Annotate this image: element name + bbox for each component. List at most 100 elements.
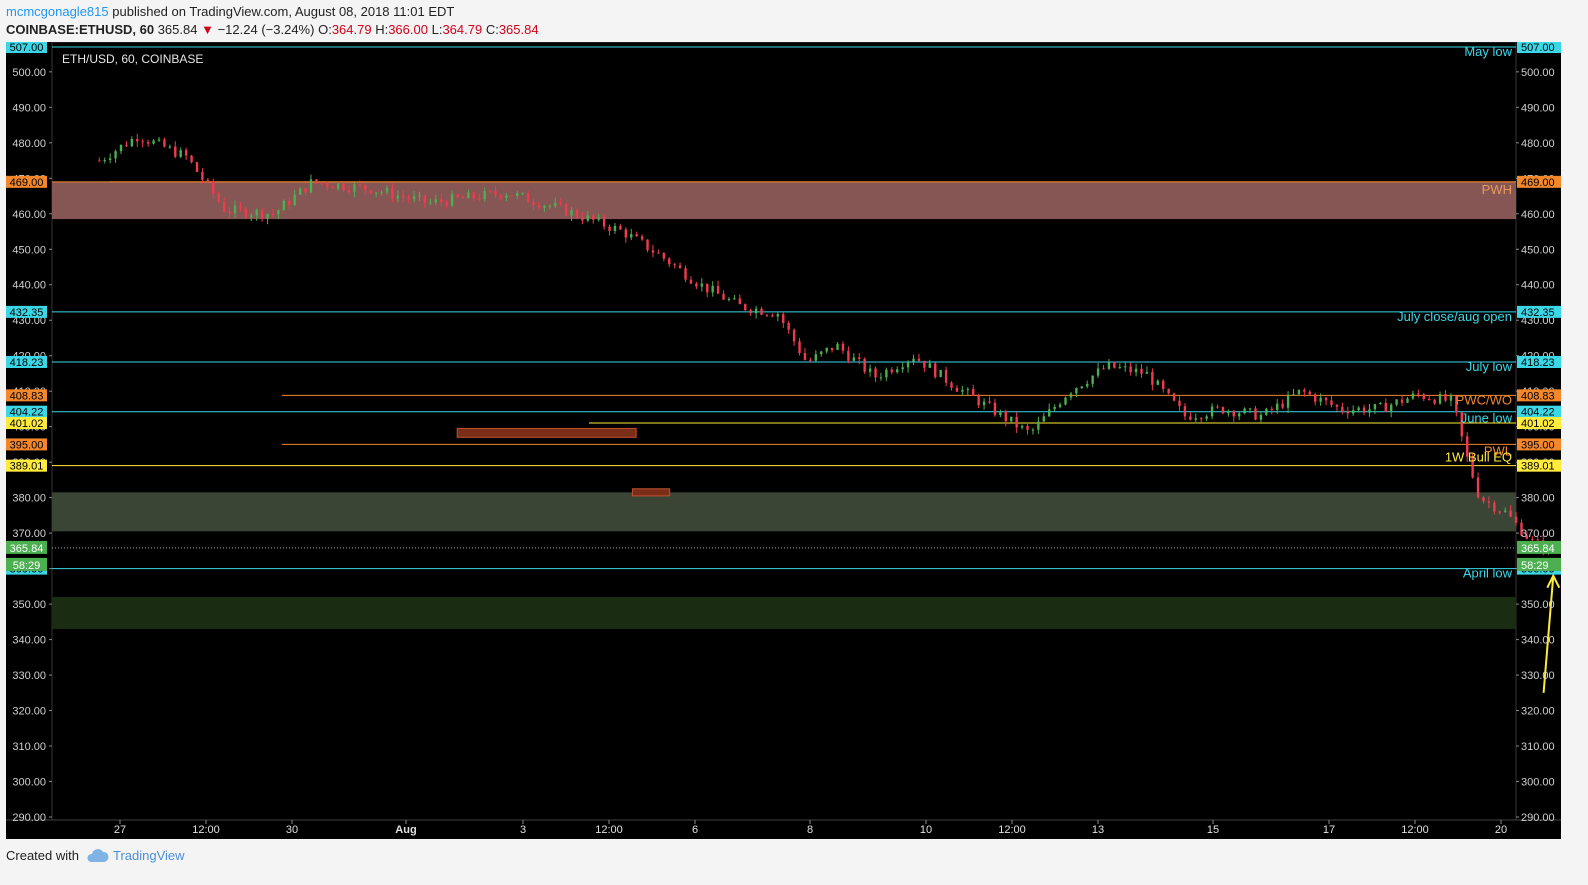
candle-body <box>754 308 758 314</box>
candle-body <box>896 369 899 373</box>
candle-body <box>190 155 193 163</box>
candle-body <box>733 298 736 300</box>
open-label: O: <box>318 22 332 37</box>
chart-area[interactable]: ETH/USD, 60, COINBASE 500.00 500.00 490.00 4… <box>6 41 1561 839</box>
candle-body <box>402 195 405 198</box>
author-link[interactable]: mcmcgonagle815 <box>6 4 109 19</box>
candle-body <box>478 198 481 200</box>
candle-body <box>472 192 476 199</box>
candle-body <box>722 293 725 300</box>
candle-body <box>418 195 421 197</box>
candle-body <box>212 181 215 194</box>
candle-body <box>966 388 970 390</box>
candle-body <box>613 225 617 231</box>
candle-body <box>1504 510 1507 512</box>
price-tag-left-label-7: 395.00 <box>10 439 44 451</box>
candle-body <box>304 188 307 193</box>
candle-body <box>1031 429 1035 431</box>
annotation-arrow-head <box>1546 573 1561 589</box>
price-change: −12.24 (−3.24%) <box>217 22 315 37</box>
candle-body <box>977 395 980 406</box>
candle-body <box>1107 361 1111 369</box>
zone-0 <box>52 181 1516 220</box>
y-tick-left-7: 430.00 <box>12 315 46 327</box>
y-tick-left-17: 330.00 <box>12 670 46 682</box>
candle-body <box>429 202 432 204</box>
candle-body <box>1362 407 1366 413</box>
price-tag-right-label-1: 469.00 <box>1521 177 1555 189</box>
candle-body <box>1080 386 1083 389</box>
y-tick-left-6: 440.00 <box>12 280 46 292</box>
candle-body <box>179 150 182 157</box>
candle-body <box>765 314 769 316</box>
candle-body <box>830 347 834 350</box>
candle-body <box>1232 410 1235 417</box>
candle-body <box>108 158 112 160</box>
price-tag-left-8 <box>6 459 47 472</box>
candle-body <box>217 193 220 202</box>
candle-body <box>1129 366 1132 373</box>
x-tick-10: 13 <box>1092 824 1104 836</box>
candle-body <box>1346 411 1349 414</box>
price-tag-right-4 <box>1517 389 1561 402</box>
candle-body <box>1216 406 1219 408</box>
candle-body <box>999 411 1002 416</box>
candle-body <box>1384 402 1387 412</box>
price-tag-left-5 <box>6 405 47 418</box>
candle-body <box>168 146 172 148</box>
candle-body <box>326 183 329 187</box>
candle-body <box>727 299 731 301</box>
y-tick-right-12: 380.00 <box>1521 493 1555 505</box>
price-tag-right-1 <box>1517 175 1561 188</box>
candle-body <box>146 142 150 144</box>
candle-body <box>516 193 519 197</box>
candle-body <box>602 217 606 227</box>
price-tag-right-label-8: 389.01 <box>1521 461 1555 473</box>
candle-body <box>315 179 318 183</box>
price-tag-left-7 <box>6 438 47 451</box>
publish-line: mcmcgonagle815 published on TradingView.… <box>6 4 454 19</box>
high-label: H: <box>375 22 389 37</box>
candle-body <box>1292 394 1295 396</box>
candle-body <box>1395 399 1398 405</box>
y-tick-left-15: 350.00 <box>12 599 46 611</box>
candle-body <box>1433 399 1436 404</box>
y-tick-right-5: 450.00 <box>1521 244 1555 256</box>
candle-body <box>809 359 812 361</box>
candle-body <box>917 358 921 361</box>
countdown-tag-right <box>1517 557 1561 571</box>
candle-body <box>1276 403 1279 410</box>
x-tick-13: 12:00 <box>1401 824 1429 836</box>
candle-body <box>1145 371 1149 374</box>
tradingview-brand[interactable]: TradingView <box>85 848 185 863</box>
price-tag-left-label-2: 432.35 <box>10 307 44 319</box>
candle-body <box>706 283 709 293</box>
candle-body <box>510 195 514 197</box>
candle-body <box>277 210 280 215</box>
candle-body <box>570 210 573 216</box>
candle-body <box>879 377 883 379</box>
candle-body <box>581 217 584 221</box>
y-tick-left-21: 290.00 <box>12 812 46 824</box>
price-chart[interactable]: ETH/USD, 60, COINBASE 500.00 500.00 490.00 4… <box>6 41 1561 839</box>
candle-body <box>1373 404 1377 410</box>
y-tick-right-19: 310.00 <box>1521 741 1555 753</box>
candle-body <box>467 192 470 199</box>
candle-body <box>1455 395 1458 413</box>
candle-body <box>494 190 497 195</box>
symbol-name: COINBASE:ETHUSD, 60 <box>6 22 155 37</box>
candle-body <box>716 285 720 294</box>
candle-body <box>1330 400 1333 405</box>
candle-body <box>450 194 454 206</box>
price-tag-right-label-2: 432.35 <box>1521 307 1555 319</box>
candle-body <box>184 150 188 156</box>
price-tag-left-label-5: 404.22 <box>10 407 44 419</box>
candle-body <box>890 369 894 373</box>
candle-body <box>657 252 660 254</box>
candle-body <box>440 199 443 203</box>
down-arrow-icon: ▼ <box>201 22 214 37</box>
candle-body <box>738 298 742 305</box>
candle-body <box>163 139 166 147</box>
candle-body <box>282 200 286 211</box>
x-tick-12: 17 <box>1323 824 1335 836</box>
